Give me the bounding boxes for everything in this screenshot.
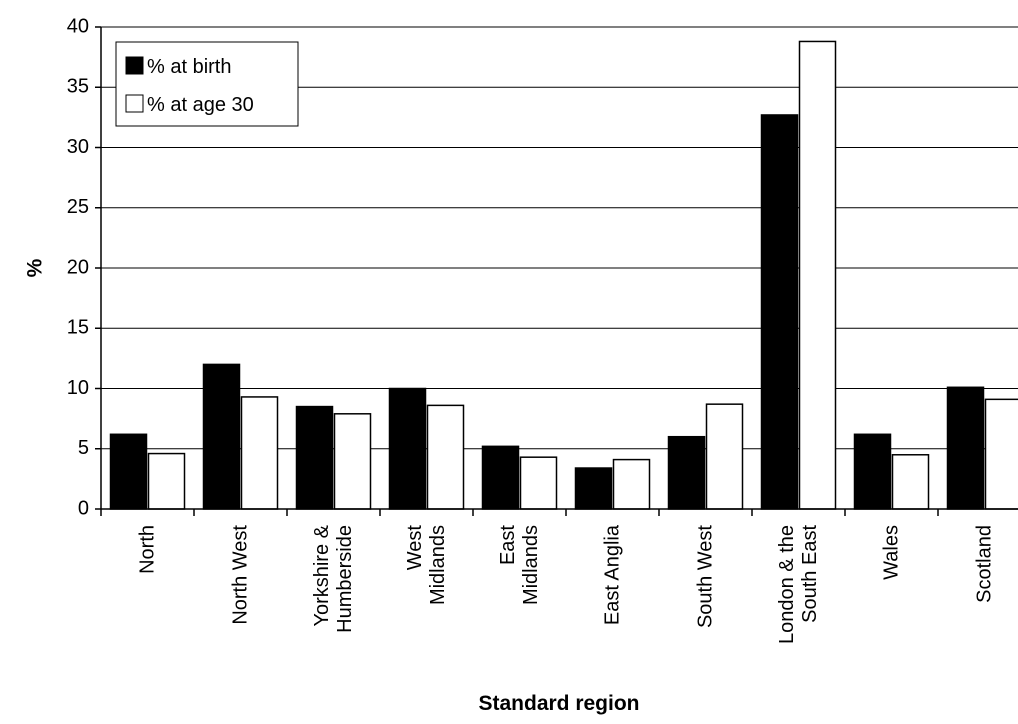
bar-at-age-30 bbox=[519, 456, 558, 510]
bar-at-age-30 bbox=[705, 403, 744, 510]
x-tick-label-line: West bbox=[404, 525, 426, 571]
y-axis-title: % bbox=[24, 258, 47, 277]
bar-at-birth bbox=[109, 433, 148, 510]
x-tick-label-line: Scotland bbox=[974, 525, 996, 603]
x-axis-title: Standard region bbox=[478, 692, 639, 715]
x-tick-label: East Midlands bbox=[497, 525, 542, 605]
y-tick-label: 0 bbox=[78, 497, 89, 519]
x-tick-labels: North North West Yorkshire & Humberside West… bbox=[137, 524, 996, 644]
bar-at-birth bbox=[388, 387, 427, 510]
x-tick-label-line: South East bbox=[799, 525, 821, 623]
legend: % at birth % at age 30 bbox=[115, 41, 299, 127]
x-tick-label: South West bbox=[695, 525, 717, 628]
bar-at-age-30 bbox=[891, 454, 930, 510]
bars bbox=[109, 40, 1018, 510]
x-tick-label: West Midlands bbox=[404, 525, 449, 605]
x-tick-label-line: South West bbox=[695, 525, 717, 628]
y-tick-label: 30 bbox=[67, 136, 89, 158]
y-tick-label: 40 bbox=[67, 15, 89, 37]
y-tick-labels: 0 5 10 15 20 25 30 35 40 bbox=[67, 15, 89, 519]
bar-at-birth bbox=[853, 433, 892, 510]
legend-swatch-birth bbox=[125, 56, 144, 75]
x-tick-label: Scotland bbox=[974, 525, 996, 603]
x-tick-label-line: London & the bbox=[776, 525, 798, 644]
bar-at-age-30 bbox=[147, 452, 186, 510]
y-tick-label: 35 bbox=[67, 76, 89, 98]
x-tick-label-line: Yorkshire & bbox=[311, 524, 333, 626]
x-tick-label-line: Humberside bbox=[334, 525, 356, 633]
bar-at-birth bbox=[760, 114, 799, 510]
x-tick-label: North bbox=[137, 525, 159, 574]
x-tick-label-line: Wales bbox=[881, 525, 903, 580]
y-tick-label: 10 bbox=[67, 377, 89, 399]
legend-label-birth: % at birth bbox=[147, 56, 231, 78]
x-tick-label: London & the South East bbox=[776, 525, 821, 644]
x-tick-label-line: North bbox=[137, 525, 159, 574]
x-tick-label-line: Midlands bbox=[520, 525, 542, 605]
bar-at-age-30 bbox=[240, 396, 279, 510]
bar-at-age-30 bbox=[798, 40, 837, 510]
legend-box bbox=[115, 41, 299, 127]
x-tick-label-line: North West bbox=[230, 525, 252, 625]
legend-label-age30: % at age 30 bbox=[147, 94, 254, 116]
bar-at-age-30 bbox=[984, 398, 1018, 510]
x-tick-label-line: East bbox=[497, 525, 519, 565]
y-tick-label: 20 bbox=[67, 256, 89, 278]
bar-at-birth bbox=[295, 405, 334, 510]
y-tick-label: 15 bbox=[67, 317, 89, 339]
x-tick-label: East Anglia bbox=[602, 524, 624, 625]
bar-at-birth bbox=[481, 445, 520, 510]
x-tick-label-line: East Anglia bbox=[602, 524, 624, 625]
bar-at-birth bbox=[946, 386, 985, 510]
axes bbox=[95, 26, 1018, 516]
bar-at-birth bbox=[202, 363, 241, 510]
bar-at-birth bbox=[667, 435, 706, 510]
legend-swatch-age30 bbox=[125, 94, 144, 113]
x-tick-label: Yorkshire & Humberside bbox=[311, 524, 356, 632]
x-tick-label: Wales bbox=[881, 525, 903, 580]
bar-at-age-30 bbox=[612, 458, 651, 510]
y-tick-label: 5 bbox=[78, 437, 89, 459]
bar-at-age-30 bbox=[333, 413, 372, 510]
x-tick-label-line: Midlands bbox=[427, 525, 449, 605]
bar-at-age-30 bbox=[426, 404, 465, 510]
bar-at-birth bbox=[574, 467, 613, 510]
x-tick-label: North West bbox=[230, 525, 252, 625]
y-tick-label: 25 bbox=[67, 196, 89, 218]
